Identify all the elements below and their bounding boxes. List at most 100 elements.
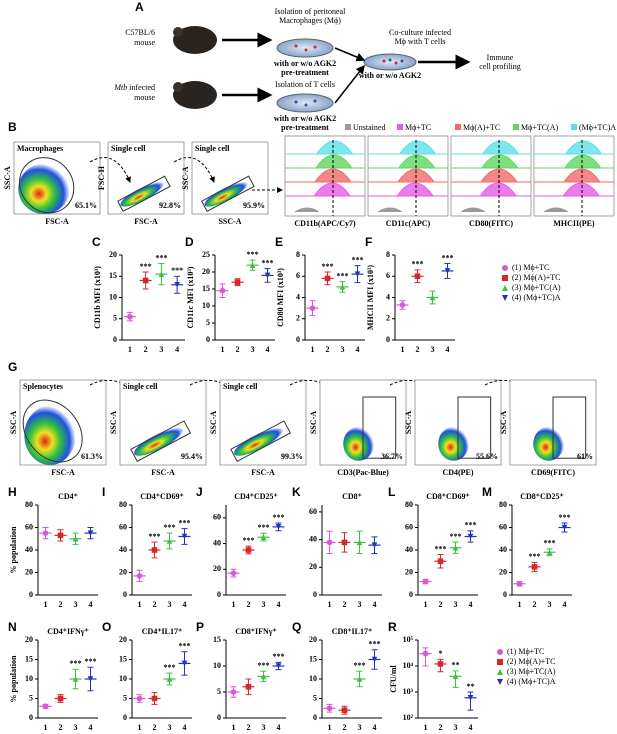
y-tick-label: 10 [309,674,317,683]
step-text: cell profiling [479,62,521,71]
significance: *** [140,262,152,271]
density [533,426,565,461]
significance: *** [352,255,364,264]
gate-percent: 36.7% [381,452,403,461]
dot [497,669,503,675]
y-tick-label: 80 [405,500,413,509]
legend-label: (3) Mϕ+TC(A) [512,283,561,292]
dot [452,673,459,680]
histogram-peak [451,140,531,155]
y-tick-label: 20 [309,562,317,571]
density [234,426,284,456]
panel-label: G [8,360,17,374]
y-tick-label: 4 [386,292,390,301]
y-axis-label: % population [9,526,18,573]
y-tick-label: 10 [119,674,127,683]
gate [117,175,171,213]
x-tick-label: 4 [277,723,281,732]
dot [230,570,237,576]
histogram-peak [285,154,365,169]
dot [497,649,503,655]
x-tick-label: 2 [439,600,443,609]
x-tick-label: 2 [153,600,157,609]
axis-label: FSC-A [45,217,69,226]
y-tick-label: 0 [123,590,127,599]
mouse-label: mouse [134,38,155,47]
significance: *** [450,532,462,541]
step-text: Mϕ with T cells [395,37,446,46]
dot [502,295,508,301]
dot [326,705,333,712]
y-tick-label: 80 [119,500,127,509]
chart-title: CD8⁺IFNγ⁺ [235,627,277,636]
y-tick-label: 25 [202,250,210,259]
dot [174,281,180,288]
dot [245,684,252,690]
histogram-peak [294,207,320,213]
histogram-peak [285,168,365,183]
gate [130,420,192,462]
y-tick-label: 0 [206,335,210,344]
x-tick-label: 2 [236,345,240,354]
axis-label: SSC-A [3,166,12,189]
histogram-peak [534,182,614,197]
histogram-peak [460,207,486,213]
y-axis-label: MHCII MFI (x10³) [366,265,375,330]
panel-label: P [196,620,204,634]
dot [497,659,503,665]
x-tick-label: 2 [326,345,330,354]
dot [136,695,143,702]
y-tick-label: 40 [25,545,33,554]
axis-label: FSC-A [151,468,175,477]
gate [457,396,492,459]
gate-percent: 61.3% [81,452,103,461]
legend-swatch [513,124,519,130]
axis-label: SSC-A [404,411,413,434]
y-tick-label: 20 [109,250,117,259]
x-tick-label: 3 [454,723,458,732]
axis-label: CD11b(APC/Cy7) [294,219,356,228]
panel-label: I [102,485,105,499]
significance: ** [467,682,475,691]
y-tick-label: 0 [123,713,127,722]
axis-label: SSC-A [181,166,190,189]
legend-label: (Mϕ+TC)A [579,123,616,132]
y-tick-label: 20 [119,567,127,576]
y-tick-label: 10³ [403,687,414,696]
x-tick-label: 3 [548,600,552,609]
x-tick-label: 3 [168,600,172,609]
y-tick-label: 4 [296,292,300,301]
dot [234,279,241,285]
x-tick-label: 2 [153,723,157,732]
panel-label: O [102,620,111,634]
x-tick-label: 1 [328,723,332,732]
dot [166,676,173,682]
x-tick-label: 3 [159,345,163,354]
x-tick-label: 1 [424,723,428,732]
x-tick-label: 1 [518,600,522,609]
y-tick-label: 6 [296,271,300,280]
mouse-label-italic: Mtb [113,83,127,92]
mouse-label: mouse [134,93,155,102]
y-tick-label: 60 [405,522,413,531]
panel-label: C [92,235,101,249]
gate [19,157,75,214]
y-tick-label: 0 [313,713,317,722]
legend-label: (2) Mϕ(A)+TC [512,273,561,282]
gate-arrow [89,157,131,183]
panel-label: Q [292,620,301,634]
dot [546,549,553,556]
axis-label: MHCII(PE) [553,219,595,228]
dot [429,294,436,301]
flow-plot [107,141,185,215]
y-tick-label: 0 [313,590,317,599]
density [24,405,76,465]
significance: *** [354,661,366,670]
x-tick-label: 2 [59,723,63,732]
density [343,426,375,461]
axis-label: CD11c(APC) [386,219,431,228]
gate-label: Macrophages [17,144,63,153]
dot [341,539,348,546]
dot [356,539,363,546]
dot [309,305,316,311]
